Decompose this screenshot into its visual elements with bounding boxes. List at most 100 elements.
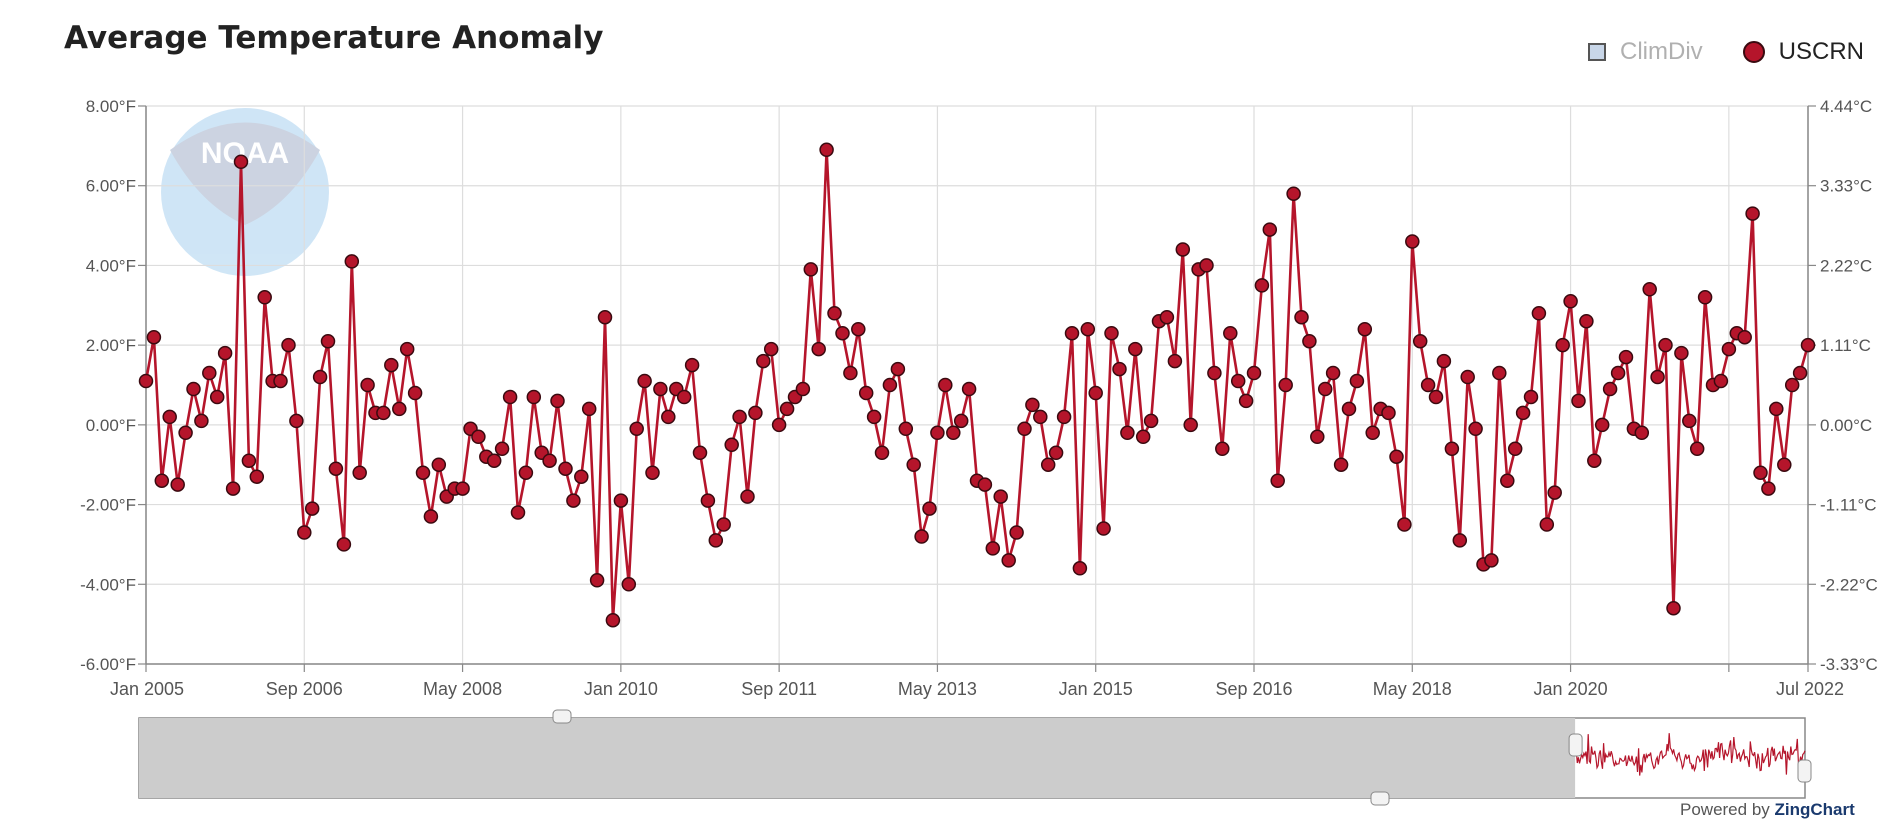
data-point[interactable] [455, 481, 470, 496]
data-point[interactable] [708, 533, 724, 548]
data-point[interactable] [1167, 353, 1183, 369]
data-point[interactable] [1452, 533, 1468, 548]
data-point[interactable] [589, 573, 605, 588]
data-point[interactable] [1310, 429, 1325, 445]
data-point[interactable] [1278, 377, 1293, 393]
data-point[interactable] [653, 381, 668, 397]
data-point[interactable] [574, 469, 589, 484]
data-point[interactable] [1531, 306, 1547, 321]
data-point[interactable] [1753, 465, 1768, 480]
data-point[interactable] [1120, 425, 1135, 441]
data-point[interactable] [938, 377, 953, 393]
data-point[interactable] [1223, 325, 1238, 341]
data-point[interactable] [811, 341, 826, 357]
data-point[interactable] [637, 373, 652, 389]
data-point[interactable] [399, 341, 415, 357]
data-point[interactable] [1333, 457, 1349, 472]
data-point[interactable] [471, 429, 486, 445]
data-point[interactable] [558, 461, 573, 476]
data-point[interactable] [1697, 290, 1713, 305]
data-point[interactable] [874, 445, 890, 461]
data-point[interactable] [312, 369, 328, 385]
data-point[interactable] [1048, 445, 1064, 461]
data-point[interactable] [1357, 321, 1373, 337]
data-point[interactable] [803, 262, 819, 277]
data-point[interactable] [146, 329, 162, 345]
data-point[interactable] [1745, 206, 1760, 221]
data-point[interactable] [1500, 473, 1515, 488]
data-point[interactable] [1412, 333, 1428, 349]
data-point[interactable] [890, 361, 906, 377]
data-point[interactable] [1484, 553, 1499, 568]
data-point[interactable] [1689, 441, 1705, 457]
data-point[interactable] [922, 501, 937, 516]
data-point[interactable] [1207, 365, 1222, 381]
data-point[interactable] [360, 377, 375, 393]
data-point[interactable] [1563, 294, 1578, 309]
data-point[interactable] [1017, 421, 1032, 437]
data-point[interactable] [1515, 405, 1531, 421]
data-point[interactable] [1088, 385, 1103, 401]
data-point[interactable] [1784, 377, 1800, 393]
data-point[interactable] [1262, 222, 1278, 237]
data-point[interactable] [827, 306, 842, 321]
data-point[interactable] [1539, 517, 1555, 532]
data-point[interactable] [518, 465, 534, 480]
data-point[interactable] [273, 373, 288, 389]
data-point[interactable] [1674, 345, 1689, 361]
data-point[interactable] [542, 453, 557, 468]
data-point[interactable] [1001, 553, 1016, 568]
data-point[interactable] [1507, 441, 1523, 457]
data-point[interactable] [225, 481, 241, 496]
legend-item-uscrn[interactable]: USCRN [1742, 38, 1864, 66]
data-point[interactable] [1294, 309, 1309, 325]
data-point[interactable] [621, 577, 637, 592]
data-point[interactable] [1096, 521, 1111, 536]
data-point[interactable] [217, 345, 233, 361]
data-point[interactable] [882, 377, 898, 393]
data-point[interactable] [724, 437, 739, 453]
data-point[interactable] [138, 373, 154, 389]
data-point[interactable] [1571, 393, 1586, 409]
data-point[interactable] [1317, 381, 1333, 397]
data-point[interactable] [1602, 381, 1618, 397]
data-point[interactable] [304, 501, 320, 516]
data-point[interactable] [1555, 337, 1570, 353]
data-point[interactable] [763, 341, 779, 357]
data-point[interactable] [851, 321, 866, 337]
data-point[interactable] [946, 425, 961, 441]
data-point[interactable] [178, 425, 193, 441]
data-point[interactable] [336, 537, 352, 552]
data-point[interactable] [1183, 417, 1198, 433]
data-point[interactable] [281, 337, 296, 353]
data-point[interactable] [740, 489, 755, 504]
data-point[interactable] [1428, 389, 1444, 405]
data-point[interactable] [985, 541, 1001, 556]
data-point[interactable] [297, 525, 312, 540]
data-point[interactable] [1523, 389, 1539, 405]
data-point[interactable] [1349, 373, 1365, 389]
data-point[interactable] [241, 453, 257, 468]
data-point[interactable] [1199, 258, 1214, 273]
data-point[interactable] [748, 405, 763, 421]
data-point[interactable] [289, 413, 304, 429]
data-point[interactable] [961, 381, 977, 397]
data-point[interactable] [1246, 365, 1262, 381]
data-point[interactable] [194, 413, 209, 429]
data-point[interactable] [1025, 397, 1040, 413]
data-point[interactable] [162, 409, 177, 425]
data-point[interactable] [1610, 365, 1626, 381]
data-point[interactable] [1270, 473, 1285, 488]
data-point[interactable] [1650, 369, 1665, 385]
data-point[interactable] [756, 353, 771, 369]
data-point[interactable] [1143, 413, 1159, 429]
data-point[interactable] [843, 365, 858, 381]
data-point[interactable] [866, 409, 882, 425]
data-point[interactable] [1658, 337, 1673, 353]
data-point[interactable] [1389, 449, 1404, 464]
data-point[interactable] [1104, 325, 1119, 341]
data-point[interactable] [1634, 425, 1650, 441]
data-point[interactable] [423, 509, 439, 524]
data-point[interactable] [1238, 393, 1254, 409]
data-point[interactable] [344, 254, 360, 269]
